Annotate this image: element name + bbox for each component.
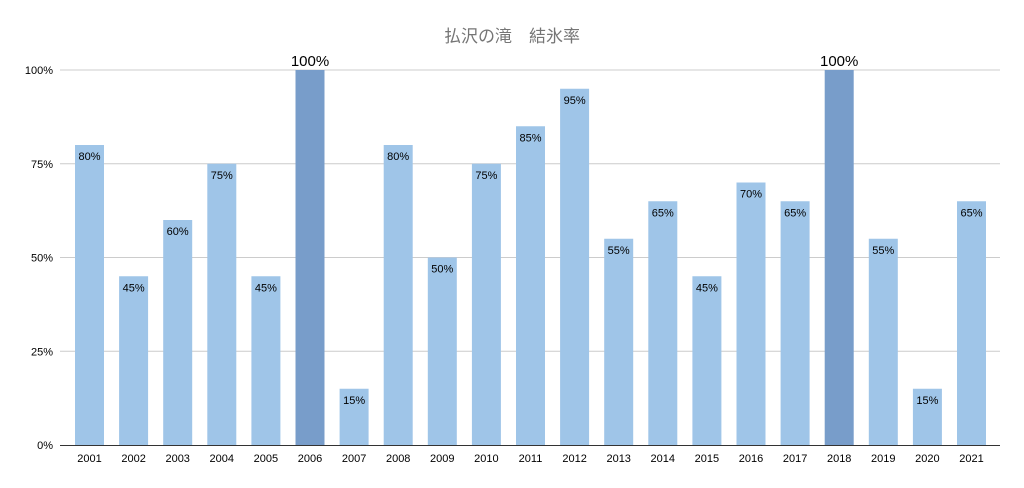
bar-2017 [780, 201, 810, 445]
bar-2004 [207, 163, 237, 445]
bar-2021 [957, 201, 986, 445]
x-tick-label: 2013 [606, 453, 630, 465]
bar-2020 [912, 388, 942, 445]
x-tick-label: 2001 [77, 453, 101, 465]
data-label-2014: 65% [652, 207, 674, 219]
bar-2003 [163, 220, 193, 445]
x-axis-ticks: 2001 2002 2003 2004 2005 2006 2007 2008 2009 2010… [77, 453, 983, 465]
bar-2013 [604, 238, 634, 445]
x-tick-label: 2020 [915, 453, 939, 465]
data-label-2013: 55% [608, 245, 630, 257]
x-tick-label: 2002 [121, 453, 145, 465]
data-label-2004: 75% [211, 170, 233, 182]
data-label-2016: 70% [740, 189, 762, 201]
data-label-2015: 45% [696, 282, 718, 294]
data-label-2010: 75% [475, 170, 497, 182]
bar-2006 [295, 70, 325, 445]
data-label-2009: 50% [431, 264, 453, 276]
x-tick-label: 2011 [519, 453, 543, 465]
bar-2010 [471, 163, 501, 445]
y-tick-label: 100% [25, 65, 53, 77]
x-tick-label: 2008 [386, 453, 410, 465]
bar-2001 [75, 145, 104, 445]
data-label-2021: 65% [960, 207, 982, 219]
y-tick-label: 25% [31, 346, 53, 358]
bar-2005 [251, 276, 281, 445]
data-labels: 80% 45% 60% 75% 45% 100% 15% 80% 50% 75% 85% 95% 55%… [78, 53, 982, 407]
x-tick-label: 2005 [254, 453, 278, 465]
data-label-2018: 100% [820, 53, 858, 70]
data-label-2017: 65% [784, 207, 806, 219]
x-tick-label: 2014 [651, 453, 675, 465]
bar-2007 [339, 388, 369, 445]
x-tick-label: 2003 [165, 453, 189, 465]
bar-2009 [427, 257, 457, 445]
x-tick-label: 2004 [210, 453, 234, 465]
x-tick-label: 2007 [342, 453, 366, 465]
bar-2008 [383, 145, 413, 445]
bar-2014 [648, 201, 678, 445]
data-label-2001: 80% [78, 151, 100, 163]
bar-2018 [824, 70, 854, 445]
x-tick-label: 2015 [695, 453, 719, 465]
bar-2016 [736, 182, 766, 445]
bar-2012 [560, 88, 590, 445]
y-axis-ticks: 0% 25% 50% 75% 100% [25, 65, 53, 452]
x-tick-label: 2021 [959, 453, 983, 465]
bar-2002 [119, 276, 149, 445]
data-label-2020: 15% [916, 395, 938, 407]
x-tick-label: 2017 [783, 453, 807, 465]
x-tick-label: 2010 [474, 453, 498, 465]
data-label-2008: 80% [387, 151, 409, 163]
data-label-2007: 15% [343, 395, 365, 407]
x-tick-label: 2012 [562, 453, 586, 465]
data-label-2003: 60% [167, 226, 189, 238]
data-label-2006: 100% [291, 53, 329, 70]
bar-2011 [516, 126, 545, 445]
data-label-2012: 95% [564, 95, 586, 107]
chart-title: 払沢の滝 結氷率 [444, 27, 580, 47]
bars [75, 70, 986, 445]
x-tick-label: 2006 [298, 453, 322, 465]
bar-2015 [692, 276, 722, 445]
y-tick-label: 75% [31, 159, 53, 171]
y-tick-label: 50% [31, 253, 53, 265]
data-label-2011: 85% [519, 132, 541, 144]
data-label-2005: 45% [255, 282, 277, 294]
x-tick-label: 2018 [827, 453, 851, 465]
x-tick-label: 2009 [430, 453, 454, 465]
y-tick-label: 0% [37, 440, 53, 452]
x-tick-label: 2019 [871, 453, 895, 465]
x-tick-label: 2016 [739, 453, 763, 465]
data-label-2019: 55% [872, 245, 894, 257]
bar-2019 [868, 238, 898, 445]
data-label-2002: 45% [123, 282, 145, 294]
